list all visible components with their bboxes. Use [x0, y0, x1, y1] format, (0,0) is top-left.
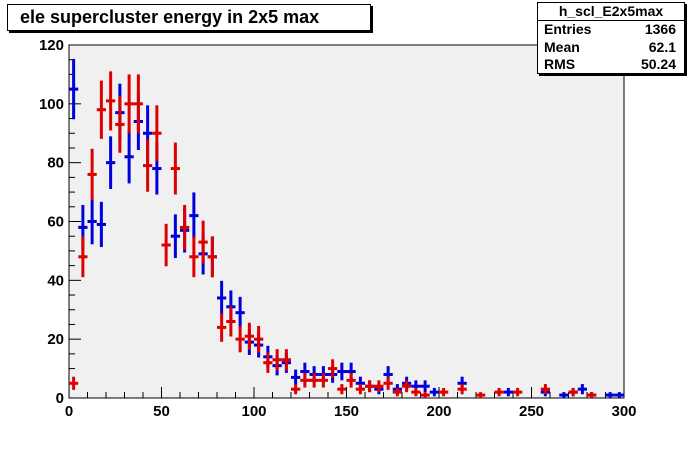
data-point: [87, 148, 97, 201]
data-point: [476, 392, 486, 398]
data-point: [402, 380, 412, 393]
data-point: [318, 373, 328, 388]
y-tick-label: 60: [47, 214, 64, 231]
data-point: [605, 392, 615, 398]
data-point: [152, 105, 162, 162]
y-tick-label: 80: [47, 155, 64, 172]
y-tick-label: 20: [47, 331, 64, 348]
data-point: [96, 201, 106, 248]
data-point: [300, 373, 310, 388]
data-point: [96, 80, 106, 139]
stats-row-mean: Mean 62.1: [538, 39, 684, 57]
stats-row-entries: Entries 1366: [538, 21, 684, 39]
data-point: [291, 369, 301, 386]
data-point: [124, 130, 134, 184]
data-point: [420, 380, 430, 393]
x-tick-label: 250: [519, 403, 544, 420]
data-point: [189, 236, 199, 278]
stats-value: 62.1: [648, 38, 676, 55]
data-point: [272, 349, 282, 371]
data-point: [355, 384, 365, 395]
x-tick-label: 200: [426, 403, 451, 420]
data-point: [161, 223, 171, 267]
data-point: [614, 392, 624, 398]
data-point: [254, 326, 264, 353]
data-point: [392, 387, 402, 397]
data-point: [87, 198, 97, 245]
data-point: [170, 142, 180, 195]
plot-frame: [68, 44, 625, 399]
data-point: [420, 392, 430, 398]
y-tick-label: 0: [56, 390, 64, 407]
data-point: [457, 384, 467, 395]
chart-title: ele supercluster energy in 2x5 max: [20, 7, 320, 27]
data-point: [198, 220, 208, 264]
data-point: [291, 384, 301, 395]
data-point: [328, 359, 338, 378]
data-point: [540, 384, 550, 395]
data-point: [309, 373, 319, 388]
data-point: [143, 139, 153, 192]
data-point: [180, 204, 190, 250]
data-point: [365, 380, 375, 393]
data-point: [374, 380, 384, 393]
stats-label: Entries: [544, 21, 592, 37]
data-point: [69, 376, 79, 390]
data-point: [439, 387, 449, 397]
y-tick-label: 40: [47, 272, 64, 289]
stats-label: Mean: [544, 38, 580, 55]
data-point: [337, 384, 347, 395]
data-point: [494, 387, 504, 397]
data-point: [207, 236, 217, 278]
data-point: [244, 322, 254, 350]
title-box: ele supercluster energy in 2x5 max: [7, 4, 371, 31]
stats-histogram-name: h_scl_E2x5max: [538, 3, 684, 21]
data-point: [115, 96, 125, 153]
data-point: [78, 236, 88, 278]
data-point: [346, 373, 356, 388]
data-point: [503, 387, 513, 397]
data-point: [559, 392, 569, 398]
data-point: [263, 352, 273, 373]
data-point: [577, 384, 587, 395]
data-point: [337, 362, 347, 381]
stats-value: 1366: [644, 21, 676, 37]
x-tick-label: 0: [65, 403, 73, 420]
stats-row-rms: RMS 50.24: [538, 56, 684, 74]
stats-box: h_scl_E2x5max Entries 1366 Mean 62.1 RMS…: [537, 2, 685, 74]
x-tick-label: 50: [153, 403, 170, 420]
stats-value: 50.24: [640, 56, 676, 72]
data-point: [235, 326, 245, 353]
x-tick-label: 100: [241, 403, 266, 420]
data-point: [106, 136, 116, 189]
stats-label: RMS: [544, 56, 576, 72]
data-point: [133, 74, 143, 134]
data-point: [189, 192, 199, 239]
data-point: [217, 280, 227, 316]
data-point: [69, 58, 79, 120]
data-point: [411, 387, 421, 397]
data-point: [226, 306, 236, 337]
x-tick-label: 150: [334, 403, 359, 420]
data-point: [513, 387, 523, 397]
data-point: [587, 392, 597, 398]
data-point: [235, 296, 245, 329]
y-tick-label: 120: [39, 37, 64, 54]
data-point: [217, 312, 227, 342]
data-point: [281, 349, 291, 371]
data-point: [429, 387, 439, 397]
data-point: [568, 387, 578, 397]
data-point: [170, 214, 180, 259]
y-tick-label: 100: [39, 96, 64, 113]
data-point: [124, 74, 134, 134]
data-point: [383, 376, 393, 390]
data-point: [106, 71, 116, 131]
x-tick-label: 300: [611, 403, 636, 420]
